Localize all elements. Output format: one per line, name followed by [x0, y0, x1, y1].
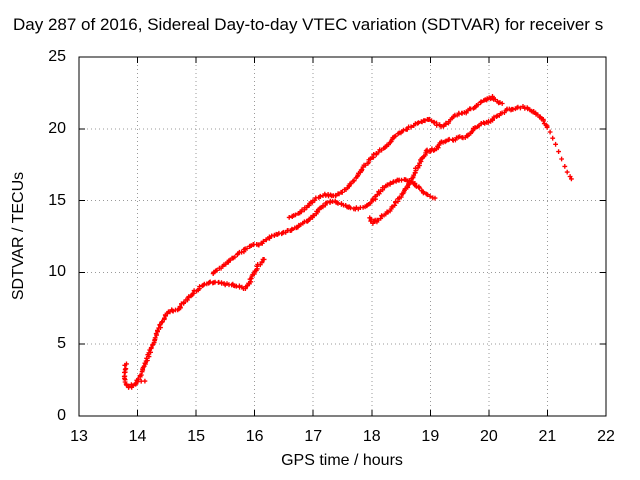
y-tick-label: 0 — [57, 407, 66, 424]
x-tick-label: 16 — [245, 428, 264, 445]
data-series-arc4-late-peak — [367, 104, 550, 226]
y-tick-label: 25 — [48, 48, 66, 65]
x-tick-label: 19 — [421, 428, 440, 445]
x-tick-label: 13 — [70, 428, 88, 445]
y-tick-label: 15 — [48, 191, 66, 209]
data-series-arc1-start-tail — [129, 378, 148, 387]
x-tick-label: 22 — [597, 428, 615, 445]
x-tick-label: 17 — [304, 428, 323, 445]
data-series-arc3-peak-22 — [286, 94, 505, 220]
x-tick-label: 21 — [538, 428, 557, 445]
x-tick-label: 20 — [479, 428, 498, 445]
y-tick-label: 10 — [48, 263, 66, 281]
x-axis-title: GPS time / hours — [281, 452, 403, 469]
x-tick-label: 14 — [128, 428, 147, 445]
plot-border — [78, 56, 607, 417]
x-tick-label: 15 — [187, 428, 205, 445]
data-series-arc1-hook-and-rise — [121, 257, 267, 390]
data-series-arc2-end-tail — [425, 192, 438, 201]
data-series-arc2-mid-hump — [210, 177, 429, 276]
x-tick-label: 18 — [362, 428, 381, 445]
chart-title: Day 287 of 2016, Sidereal Day-to-day VTE… — [13, 15, 604, 34]
data-series-arc4-end-tail — [547, 129, 574, 182]
y-tick-label: 20 — [48, 119, 66, 137]
y-tick-label: 5 — [57, 335, 66, 353]
